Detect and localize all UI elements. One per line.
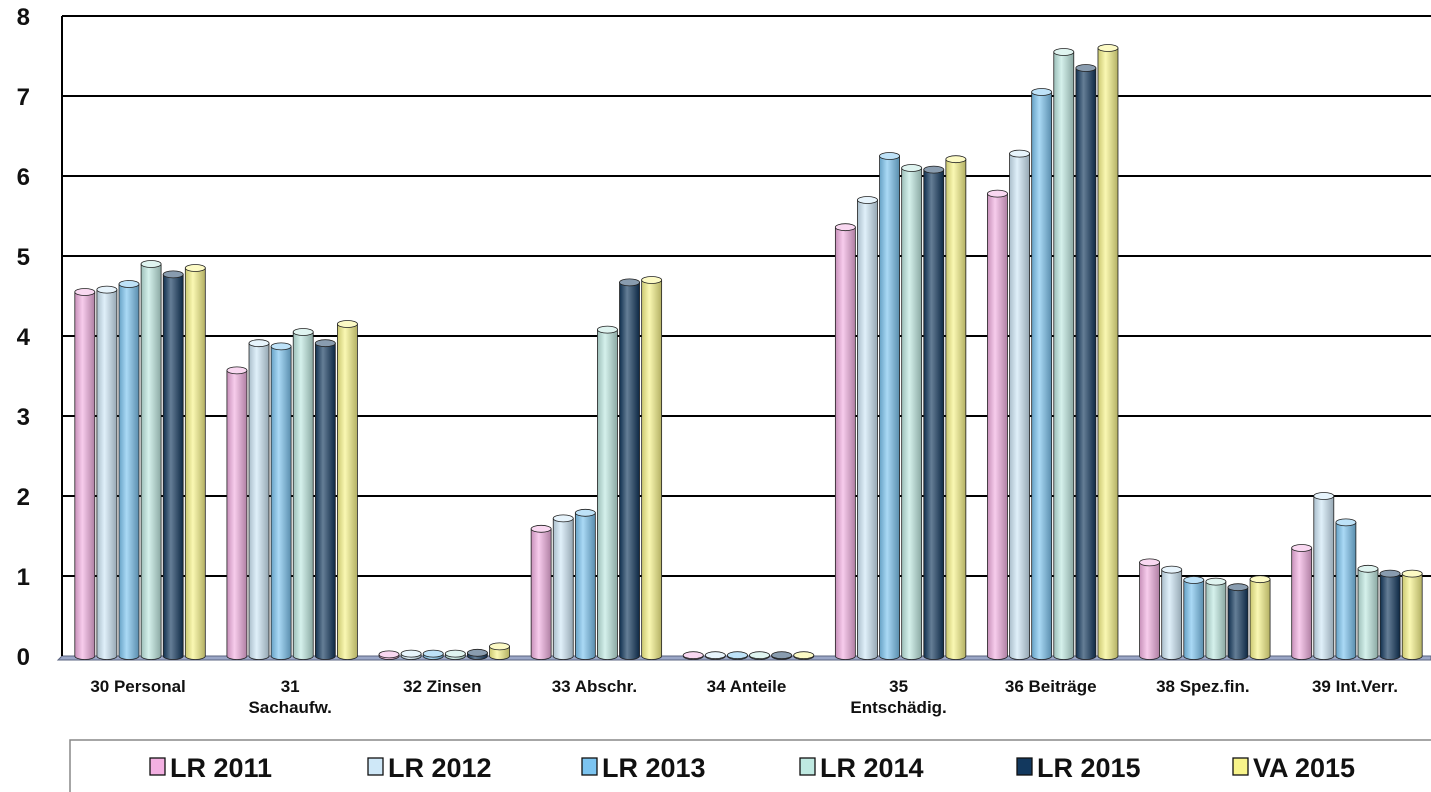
x-tick-label: 39 Int.Verr.: [1312, 677, 1398, 696]
y-tick-label: 0: [17, 644, 30, 671]
legend-swatch: [799, 757, 816, 776]
bar: [140, 260, 162, 660]
x-axis-labels: 30 Personal 31 Sachaufw. 32 Zinsen 33 Abschr…: [90, 677, 1398, 717]
bar: [857, 196, 878, 660]
legend-swatch: [367, 757, 384, 776]
bar: [226, 366, 248, 660]
bar: [118, 280, 140, 660]
bar: [1139, 558, 1160, 660]
legend-item: LR 2011: [149, 753, 272, 783]
x-tick-label: 34 Anteile: [707, 677, 787, 696]
y-tick-label: 2: [17, 484, 30, 511]
legend-item: LR 2013: [581, 753, 706, 783]
bar: [314, 339, 336, 660]
legend-label: LR 2011: [170, 753, 272, 783]
bar: [422, 649, 444, 660]
bar: [270, 342, 292, 660]
x-tick-label: 30 Personal: [90, 677, 185, 696]
bar: [987, 189, 1008, 660]
legend-label: LR 2012: [388, 753, 492, 783]
bar: [74, 288, 96, 660]
y-tick-label: 3: [17, 404, 30, 431]
bar: [96, 285, 118, 660]
bar: [1075, 64, 1097, 660]
bar: [574, 508, 596, 660]
legend-item: LR 2014: [799, 753, 924, 783]
bar: [597, 325, 618, 660]
bar: [704, 651, 726, 660]
bar: [771, 651, 793, 660]
bar: [749, 651, 770, 660]
bar: [489, 642, 510, 660]
bar: [248, 339, 270, 660]
y-tick-label: 5: [17, 244, 30, 271]
x-tick-label: 38 Spez.fin.: [1156, 677, 1250, 696]
bar: [467, 648, 488, 660]
bar: [901, 164, 923, 660]
legend-swatch: [581, 757, 598, 776]
x-tick-label: 33 Abschr.: [552, 677, 637, 696]
bar: [292, 328, 314, 660]
bar: [641, 276, 663, 660]
bar: [1097, 44, 1119, 660]
x-tick-label: 35 Entschädig.: [850, 677, 946, 717]
y-tick-label: 6: [17, 164, 30, 191]
bar: [727, 651, 748, 660]
bar: [1183, 576, 1205, 660]
bar: [162, 270, 184, 660]
legend-swatch: [1016, 757, 1033, 776]
bar: [879, 152, 900, 660]
bar: [530, 524, 552, 660]
legend-label: LR 2014: [820, 753, 924, 783]
bar: [552, 514, 574, 660]
bar: [682, 651, 704, 660]
y-tick-label: 1: [17, 564, 30, 591]
legend-label: LR 2015: [1037, 753, 1141, 783]
bar: [184, 264, 206, 660]
bar: [793, 651, 815, 660]
x-tick-label: 36 Beiträge: [1005, 677, 1097, 696]
y-tick-label: 4: [17, 324, 31, 351]
bar: [923, 165, 945, 660]
legend: LR 2011 LR 2012 LR 2013 LR 2014 LR 2015 VA 20…: [69, 739, 1431, 792]
legend-item: LR 2015: [1016, 753, 1141, 783]
legend-swatch: [1232, 757, 1249, 776]
legend-item: VA 2015: [1232, 753, 1355, 783]
legend-swatch: [149, 757, 166, 776]
bar: [1291, 544, 1313, 660]
y-tick-label: 7: [17, 84, 30, 111]
bar: [400, 649, 422, 660]
bar: [1379, 569, 1401, 660]
bar: [1161, 565, 1183, 660]
bar: [834, 223, 856, 660]
y-tick-label: 8: [17, 4, 30, 31]
bar: [1357, 564, 1379, 660]
bar: [1031, 88, 1053, 660]
bar: [1335, 518, 1357, 660]
legend-label: LR 2013: [602, 753, 706, 783]
bars: [74, 44, 1423, 660]
bar: [1227, 583, 1249, 660]
legend-item: LR 2012: [367, 753, 492, 783]
bar: [444, 649, 466, 660]
bar: [1313, 492, 1335, 660]
bar: [1053, 48, 1075, 660]
bar: [1205, 577, 1227, 660]
bar: [945, 155, 967, 660]
bar: [619, 278, 640, 660]
bar: [1009, 149, 1030, 660]
legend-box: [69, 739, 1431, 792]
legend-label: VA 2015: [1253, 753, 1355, 783]
bar: [1249, 575, 1271, 660]
y-axis: 0 1 2 3 4 5 6 7 8: [17, 4, 63, 671]
bar: [1401, 569, 1423, 660]
bar: [337, 320, 358, 660]
x-tick-label: 32 Zinsen: [403, 677, 481, 696]
x-tick-label: 31 Sachaufw.: [248, 677, 331, 717]
bar: [378, 650, 400, 660]
